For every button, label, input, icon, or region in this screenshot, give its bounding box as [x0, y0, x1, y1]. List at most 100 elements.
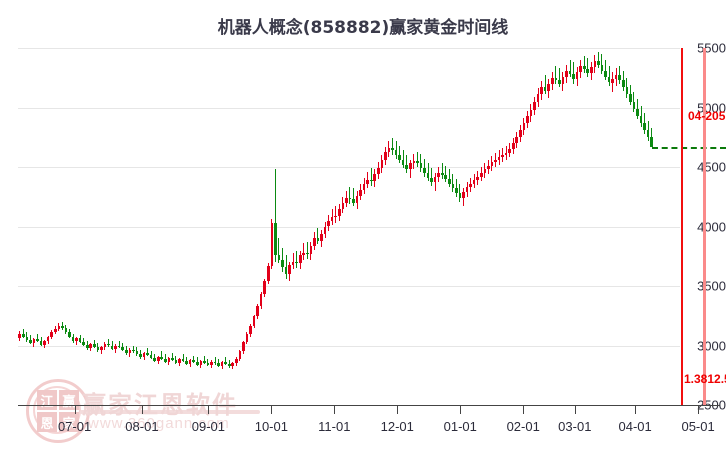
- candle-body: [206, 362, 210, 366]
- candle-body: [384, 151, 387, 160]
- candle-body: [373, 174, 377, 182]
- candle-body: [639, 115, 643, 123]
- candle-body: [558, 80, 561, 84]
- candle-wick: [427, 163, 429, 182]
- candle-body: [306, 252, 309, 254]
- candle-body: [71, 336, 75, 342]
- candle-body: [554, 77, 558, 81]
- candle-body: [68, 332, 71, 337]
- x-tick-label-04-01: 04-01: [618, 419, 652, 434]
- candle-body: [274, 222, 277, 256]
- candle-body: [334, 215, 338, 217]
- candle-body: [316, 238, 320, 241]
- x-tick-01-01: [460, 405, 462, 414]
- candle-wick: [423, 158, 425, 177]
- candle-wick: [292, 252, 294, 270]
- candle-body: [266, 265, 270, 281]
- y-tick-label-4500: 4500: [697, 159, 726, 175]
- candle-body: [590, 67, 593, 73]
- x-tick-label-08-01: 08-01: [125, 419, 159, 434]
- candle-body: [281, 259, 284, 267]
- candle-body: [437, 172, 440, 177]
- candle-wick: [278, 238, 280, 264]
- candle-body: [487, 165, 490, 170]
- candle-body: [330, 216, 334, 221]
- candle-body: [572, 74, 575, 79]
- candle-wick: [399, 145, 401, 164]
- candle-wick: [296, 251, 298, 269]
- x-tick-label-12-01: 12-01: [380, 419, 414, 434]
- candle-body: [600, 64, 604, 71]
- candle-body: [320, 233, 323, 241]
- candle-body: [124, 350, 128, 354]
- candle-body: [416, 161, 419, 164]
- time-marker-bottom-label: 1.3812.5: [684, 372, 726, 386]
- candle-body: [650, 137, 653, 147]
- x-tick-07-01: [74, 405, 76, 414]
- x-tick-12-01: [397, 405, 399, 414]
- candle-wick: [494, 152, 496, 167]
- candle-body: [519, 130, 522, 138]
- candle-body: [586, 69, 590, 73]
- candle-wick: [441, 163, 443, 179]
- x-tick-label-07-01: 07-01: [57, 419, 92, 434]
- candle-wick: [214, 356, 216, 365]
- candle-body: [341, 202, 345, 209]
- candle-body: [128, 349, 132, 354]
- candle-body: [565, 70, 568, 77]
- candle-body: [540, 87, 543, 95]
- candle-body: [213, 361, 217, 364]
- candle-body: [579, 65, 582, 72]
- candle-body: [522, 122, 526, 131]
- candle-wick: [218, 359, 220, 367]
- candle-body: [43, 341, 46, 345]
- candle-body: [309, 245, 313, 254]
- candle-body: [494, 159, 497, 163]
- y-tick-label-4000: 4000: [697, 219, 726, 234]
- candle-wick: [619, 65, 621, 84]
- candle-body: [64, 328, 68, 333]
- candle-body: [526, 115, 529, 123]
- candle-body: [195, 362, 199, 365]
- candle-body: [412, 161, 416, 164]
- candle-body: [369, 180, 373, 182]
- candle-wick: [370, 168, 372, 187]
- candle-body: [188, 360, 192, 364]
- candle-body: [345, 197, 348, 203]
- date-axis: 07-01 08-01 09-01 10-01 11-01 12-01 01-01 02-01…: [0, 405, 726, 450]
- y-tick-label-3500: 3500: [697, 278, 726, 294]
- candle-body: [117, 345, 121, 348]
- y-tick-label-5500: 5500: [697, 40, 726, 56]
- time-marker-top-label: 04-205: [688, 109, 726, 123]
- candle-wick: [445, 165, 447, 183]
- candle-wick: [406, 155, 408, 173]
- candle-body: [511, 143, 515, 150]
- candle-body: [284, 266, 288, 275]
- candle-body: [597, 61, 600, 65]
- candle-wick: [196, 357, 198, 366]
- candle-body: [295, 262, 298, 264]
- candle-wick: [402, 150, 404, 169]
- gridline-5000: [18, 107, 680, 109]
- candle-wick: [587, 57, 589, 77]
- candle-wick: [122, 343, 124, 352]
- price-level-dashed-line: [651, 146, 726, 149]
- candle-body: [93, 344, 96, 348]
- candle-body: [391, 147, 394, 151]
- candle-body: [419, 163, 423, 169]
- candle-body: [18, 333, 22, 339]
- candle-wick: [306, 241, 308, 259]
- candle-body: [455, 188, 458, 194]
- candle-body: [462, 191, 465, 198]
- x-tick-09-01: [208, 405, 210, 414]
- candle-wick: [544, 75, 546, 95]
- candle-body: [39, 340, 43, 345]
- candle-body: [366, 180, 369, 184]
- candle-body: [433, 176, 437, 183]
- candle-body: [164, 358, 167, 362]
- candle-body: [22, 333, 25, 337]
- x-tick-label-10-01: 10-01: [254, 419, 288, 434]
- candle-body: [149, 355, 153, 358]
- candle-body: [629, 94, 632, 102]
- candle-body: [270, 222, 274, 266]
